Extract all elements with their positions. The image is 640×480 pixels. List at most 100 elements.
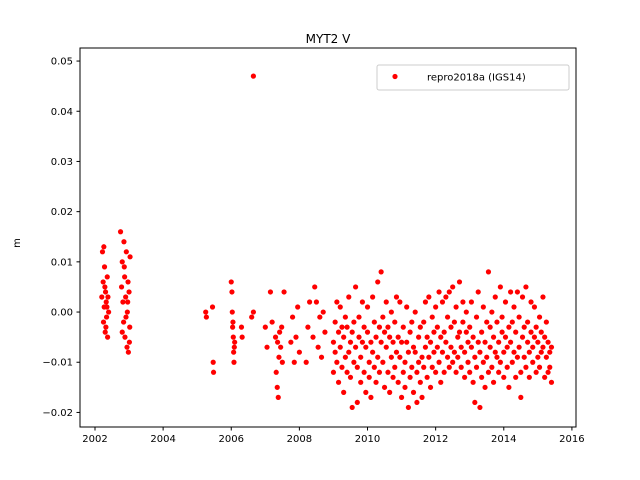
data-point — [330, 339, 337, 345]
data-point — [533, 369, 539, 375]
data-point — [361, 369, 367, 375]
data-point — [400, 369, 406, 375]
data-point — [497, 284, 503, 290]
data-point — [468, 344, 475, 350]
data-point — [421, 364, 427, 370]
data-point — [370, 349, 376, 355]
data-point — [496, 369, 502, 375]
data-point — [104, 334, 111, 340]
data-point — [468, 299, 475, 305]
data-point — [364, 304, 371, 310]
data-point — [322, 329, 328, 335]
data-point — [393, 294, 400, 300]
data-point — [506, 384, 512, 390]
data-point — [427, 339, 434, 345]
data-point — [402, 359, 408, 365]
data-point — [393, 349, 400, 355]
legend-label: repro2018a (IGS14) — [427, 73, 526, 84]
chart-title: MYT2 V — [306, 32, 351, 46]
data-point — [335, 379, 342, 385]
data-point — [106, 309, 112, 315]
data-point — [249, 314, 255, 320]
data-point — [463, 329, 469, 335]
data-point — [359, 299, 366, 305]
data-point — [426, 354, 432, 360]
data-point — [419, 354, 425, 360]
data-point — [272, 334, 279, 340]
data-point — [494, 354, 500, 360]
data-point — [523, 364, 529, 370]
data-point — [416, 359, 422, 365]
data-point — [295, 304, 301, 310]
data-point — [502, 334, 509, 340]
data-point — [279, 324, 285, 330]
data-point — [370, 294, 376, 300]
data-point — [398, 394, 405, 400]
data-point — [409, 364, 415, 370]
data-point — [407, 374, 413, 380]
data-point — [392, 364, 398, 370]
data-point — [528, 329, 534, 335]
data-point — [371, 319, 377, 325]
data-point — [291, 359, 297, 365]
data-point — [312, 284, 318, 290]
data-point — [513, 374, 519, 380]
data-point — [289, 314, 296, 320]
data-point — [398, 339, 405, 345]
data-point — [414, 399, 420, 406]
data-point — [456, 329, 463, 335]
data-point — [383, 344, 389, 350]
data-point — [232, 339, 238, 345]
data-point — [509, 319, 515, 325]
data-point — [361, 324, 367, 330]
data-point — [434, 344, 440, 350]
data-point — [103, 314, 110, 320]
data-point — [422, 299, 429, 305]
data-point — [105, 294, 111, 300]
data-point — [334, 299, 340, 305]
data-point — [356, 314, 362, 320]
data-point — [451, 349, 457, 355]
data-point — [103, 299, 109, 305]
data-point — [318, 354, 325, 360]
data-point — [288, 339, 294, 345]
data-point — [465, 359, 471, 365]
data-point — [103, 324, 109, 330]
data-point — [277, 329, 283, 335]
data-point — [231, 359, 237, 365]
data-point — [535, 354, 541, 360]
data-point — [489, 364, 495, 370]
data-point — [364, 329, 371, 335]
data-point — [489, 309, 495, 315]
data-point — [363, 344, 369, 350]
data-point — [436, 359, 442, 365]
data-point — [501, 374, 507, 380]
data-point — [303, 359, 309, 365]
data-point — [117, 229, 124, 235]
data-point — [438, 334, 444, 340]
data-point — [250, 73, 256, 79]
data-point — [346, 294, 352, 300]
data-point — [238, 324, 245, 330]
data-point — [385, 324, 391, 330]
data-point — [431, 349, 437, 355]
data-point — [390, 339, 396, 345]
data-point — [450, 284, 456, 290]
data-point — [482, 384, 488, 390]
data-point — [540, 344, 546, 350]
data-point — [419, 394, 425, 400]
data-point — [310, 334, 316, 340]
data-point — [535, 339, 541, 345]
data-point — [383, 299, 389, 305]
data-point — [507, 339, 514, 345]
data-point — [533, 324, 539, 330]
data-point — [264, 344, 270, 350]
data-point — [458, 364, 464, 370]
data-point — [410, 344, 417, 350]
data-point — [335, 329, 342, 335]
data-point — [276, 354, 282, 360]
data-point — [431, 329, 437, 335]
data-point — [472, 354, 478, 360]
legend-marker-icon — [392, 73, 398, 80]
